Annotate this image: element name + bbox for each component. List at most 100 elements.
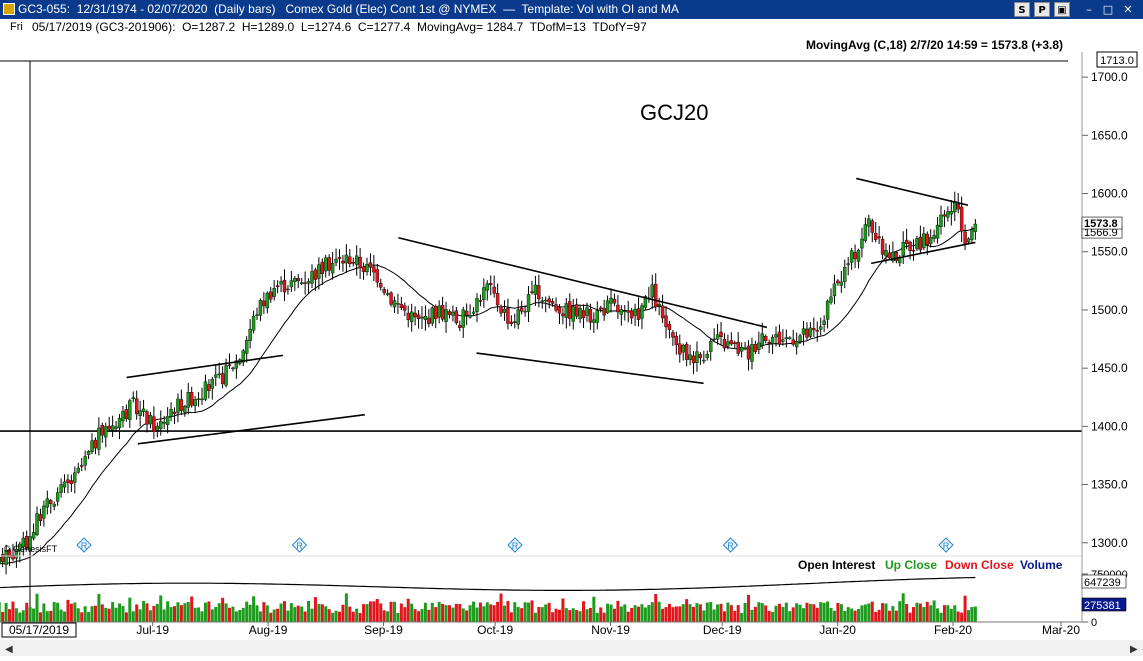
candle[interactable] — [306, 281, 311, 284]
candle[interactable] — [760, 333, 764, 346]
candle[interactable] — [660, 305, 665, 319]
candle[interactable] — [719, 331, 723, 338]
candle[interactable] — [379, 282, 383, 288]
candle[interactable] — [0, 554, 5, 563]
candle[interactable] — [107, 426, 111, 430]
candle[interactable] — [299, 282, 304, 284]
trendline[interactable] — [137, 413, 365, 445]
r-marker-icon[interactable] — [291, 537, 308, 553]
candle[interactable] — [585, 307, 589, 316]
candle[interactable] — [296, 278, 300, 282]
candle[interactable] — [454, 310, 459, 324]
candle[interactable] — [874, 232, 878, 240]
candle[interactable] — [42, 505, 46, 519]
candle[interactable] — [671, 332, 675, 338]
candle[interactable] — [159, 420, 163, 429]
candle[interactable] — [382, 288, 386, 294]
candle[interactable] — [358, 257, 362, 269]
candle[interactable] — [894, 251, 899, 261]
candle[interactable] — [272, 288, 276, 297]
candle[interactable] — [492, 286, 496, 294]
candle[interactable] — [798, 335, 802, 342]
candle[interactable] — [822, 320, 826, 326]
candle[interactable] — [526, 294, 531, 312]
candle[interactable] — [372, 266, 376, 273]
candle[interactable] — [14, 548, 19, 559]
candle[interactable] — [25, 536, 29, 550]
candle[interactable] — [148, 415, 153, 425]
candle[interactable] — [59, 484, 63, 493]
candle[interactable] — [908, 241, 912, 251]
candle[interactable] — [513, 321, 517, 323]
candle[interactable] — [69, 480, 74, 485]
candle[interactable] — [911, 249, 916, 252]
candle[interactable] — [688, 354, 692, 360]
minimize-button[interactable]: – — [1086, 3, 1092, 16]
p-button[interactable]: P — [1034, 2, 1050, 17]
candle[interactable] — [244, 339, 249, 354]
candle[interactable] — [509, 321, 514, 324]
price-chart[interactable]: R R R R R Open Interest Up Close Down Close Vol… — [0, 36, 1143, 661]
candle[interactable] — [736, 341, 740, 354]
candle[interactable] — [757, 342, 761, 351]
candle[interactable] — [791, 339, 795, 345]
candle[interactable] — [523, 310, 527, 313]
candle[interactable] — [599, 307, 603, 310]
candle[interactable] — [733, 342, 737, 344]
candle[interactable] — [62, 481, 67, 488]
candle[interactable] — [616, 304, 620, 313]
candle[interactable] — [581, 310, 586, 319]
candle[interactable] — [743, 347, 747, 350]
candle[interactable] — [519, 307, 524, 312]
candle[interactable] — [361, 266, 366, 273]
candle[interactable] — [856, 249, 861, 262]
candle[interactable] — [746, 345, 751, 360]
candle[interactable] — [413, 312, 417, 318]
candle[interactable] — [172, 411, 177, 414]
candle[interactable] — [337, 256, 342, 259]
candle[interactable] — [114, 426, 118, 429]
candle[interactable] — [231, 367, 235, 370]
candle[interactable] — [375, 269, 380, 283]
candle[interactable] — [629, 310, 634, 319]
candle[interactable] — [214, 374, 218, 378]
candle[interactable] — [901, 242, 905, 256]
candle[interactable] — [904, 239, 909, 244]
candle[interactable] — [722, 338, 727, 349]
r-marker-icon[interactable] — [76, 537, 92, 553]
candle[interactable] — [458, 325, 462, 328]
candle[interactable] — [619, 309, 624, 315]
close-button[interactable]: ✕ — [1123, 3, 1133, 16]
candle[interactable] — [657, 303, 661, 307]
candle[interactable] — [853, 252, 857, 260]
candle[interactable] — [423, 316, 428, 320]
candle[interactable] — [286, 288, 290, 291]
candle[interactable] — [959, 206, 964, 232]
candle[interactable] — [530, 291, 534, 293]
s-button[interactable]: S — [1014, 2, 1030, 17]
candle[interactable] — [612, 298, 617, 304]
candle[interactable] — [186, 392, 190, 408]
candle[interactable] — [145, 411, 149, 425]
candle[interactable] — [592, 319, 596, 323]
candle[interactable] — [788, 337, 792, 339]
candle[interactable] — [537, 285, 541, 300]
candle[interactable] — [255, 314, 259, 316]
candle[interactable] — [702, 359, 706, 362]
candle[interactable] — [667, 323, 672, 331]
candle[interactable] — [327, 257, 331, 271]
r-marker-icon[interactable] — [507, 537, 523, 553]
candle[interactable] — [654, 283, 658, 308]
candle[interactable] — [444, 309, 448, 322]
candle[interactable] — [128, 400, 132, 420]
candle[interactable] — [262, 300, 266, 307]
candle[interactable] — [66, 479, 70, 483]
candle[interactable] — [815, 330, 819, 332]
candle[interactable] — [946, 211, 950, 218]
candle[interactable] — [812, 328, 816, 331]
candle[interactable] — [506, 308, 510, 324]
candle[interactable] — [863, 224, 868, 241]
candle[interactable] — [928, 237, 933, 244]
candle[interactable] — [131, 397, 135, 400]
